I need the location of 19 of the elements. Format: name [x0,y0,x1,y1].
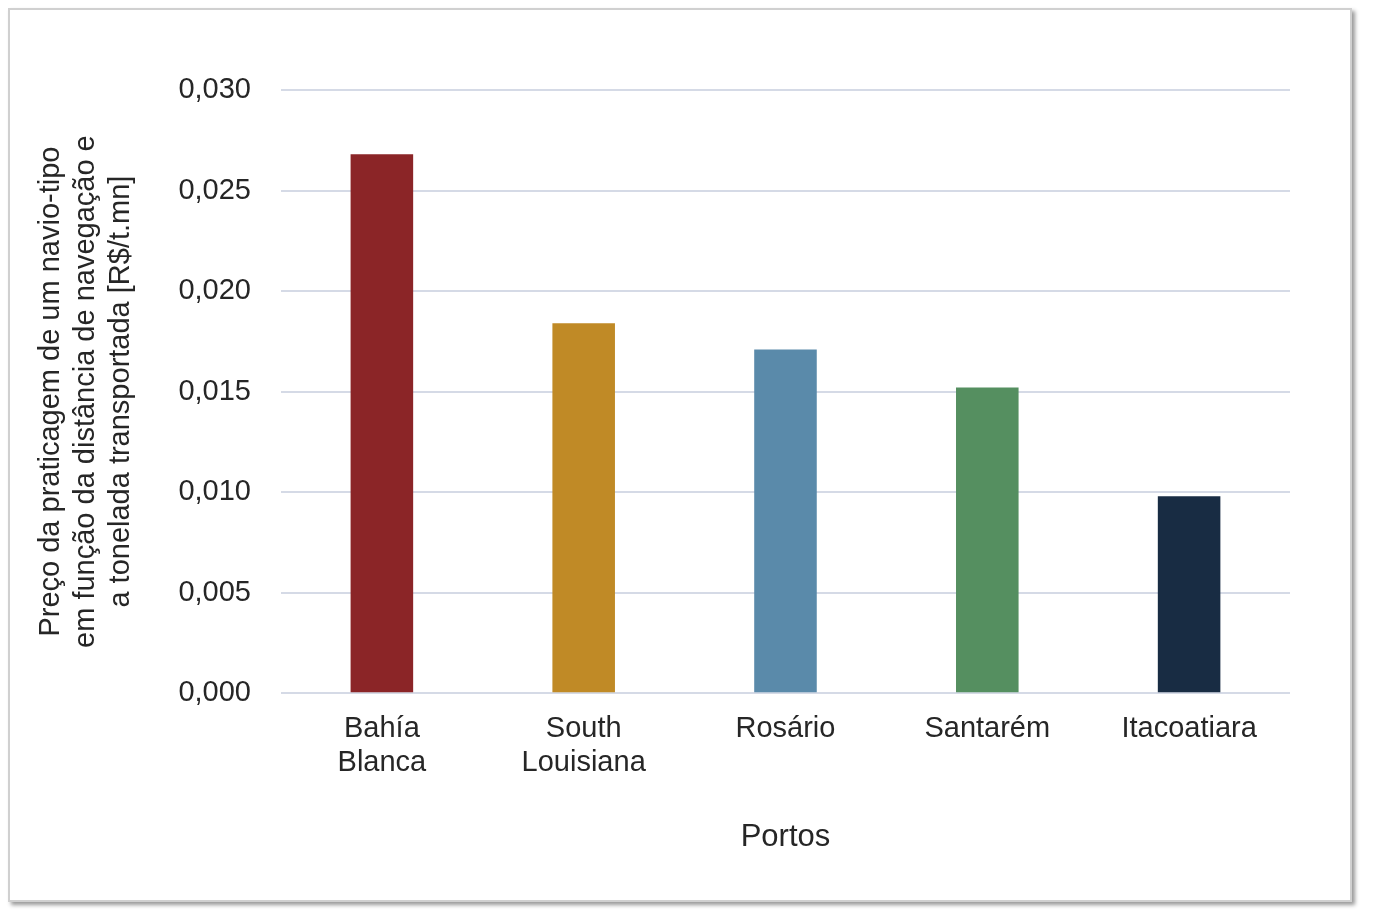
y-tick-label: 0,010 [178,474,251,507]
x-tick-label: Rosário [735,710,836,743]
bar [1157,496,1221,693]
bar [754,349,817,693]
x-tick-label: Bahía Blanca [337,710,428,778]
bar [552,323,615,693]
y-axis-title: Preço da praticagem de um navio-tipo em função da distância de navegação e a tonelada transportada [R$/t.mn] [33,135,135,648]
x-tick-label: South Louisiana [521,710,647,778]
x-axis-title: Portos [740,817,831,853]
y-tick-label: 0,020 [178,273,251,306]
y-tick-label: 0,030 [178,72,251,104]
y-tick-label: 0,015 [178,373,251,406]
y-tick-label: 0,000 [178,675,251,708]
y-tick-label: 0,025 [178,172,251,205]
y-tick-label: 0,005 [178,574,251,607]
bar [350,154,414,693]
x-tick-label: Itacoatiara [1121,710,1258,743]
bar [956,387,1019,693]
x-tick-label: Santarém [924,710,1051,743]
